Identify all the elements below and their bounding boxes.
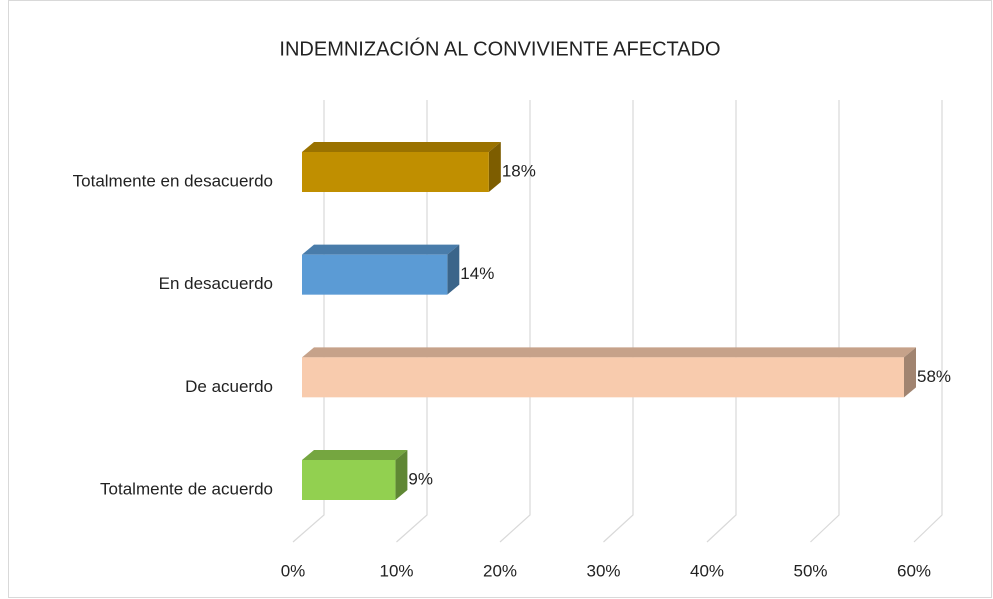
bar-top [302,347,916,358]
grid-line [396,100,428,543]
bar-top [302,244,460,255]
bar-top [302,450,408,460]
x-tick-label: 30% [586,561,620,580]
bar-side [488,142,501,192]
x-tick-label: 20% [483,561,517,580]
value-label: 14% [460,264,494,283]
category-label: Totalmente de acuerdo [100,479,273,498]
grid-line [706,100,737,543]
bar-side [395,450,408,500]
grid-line [603,100,634,543]
grid-line [810,100,840,543]
chart-title: INDEMNIZACIÓN AL CONVIVIENTE AFECTADO [279,37,720,60]
x-tick-label: 60% [897,561,931,580]
bar-top [302,142,501,152]
x-tick-label: 50% [793,561,827,580]
bar [302,460,396,500]
grid-line [292,100,325,543]
value-label: 9% [408,469,433,488]
x-tick-label: 40% [690,561,724,580]
x-tick-label: 10% [379,561,413,580]
category-label: Totalmente en desacuerdo [73,171,273,190]
grid-line [913,100,943,543]
bar-side [447,244,460,295]
category-label: De acuerdo [185,377,273,396]
bar [302,254,448,295]
bar [302,357,904,398]
x-tick-label: 0% [281,561,306,580]
value-label: 58% [917,367,951,386]
value-label: 18% [502,161,536,180]
category-label: En desacuerdo [159,274,273,293]
chart-border [8,0,992,598]
grid-line [499,100,531,543]
bar-side [904,347,916,398]
bar [302,152,489,192]
